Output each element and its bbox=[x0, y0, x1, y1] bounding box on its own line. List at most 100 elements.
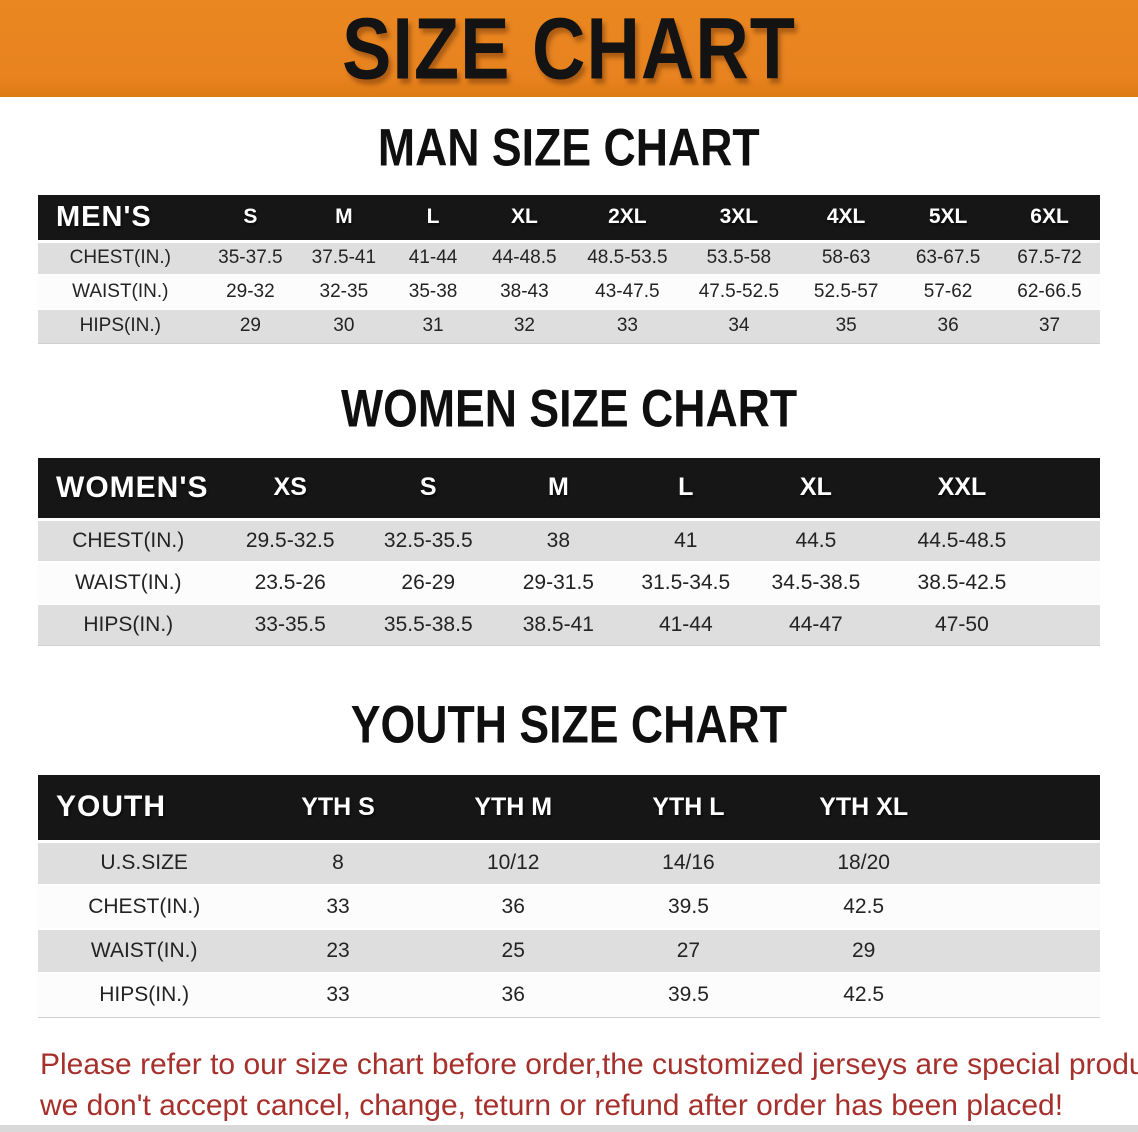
spacer-cell bbox=[1041, 603, 1100, 646]
men-table-corner-label: MEN'S bbox=[38, 195, 203, 243]
spacer-cell bbox=[1041, 457, 1100, 521]
cell: 37 bbox=[999, 309, 1100, 344]
cell: 31.5-34.5 bbox=[622, 561, 750, 605]
cell: 36 bbox=[425, 885, 601, 930]
cell: 29-32 bbox=[202, 275, 299, 310]
cell: 41 bbox=[622, 519, 750, 563]
youth-size-header: YTH XL bbox=[776, 775, 952, 843]
cell: 8 bbox=[250, 841, 426, 886]
cell: 52.5-57 bbox=[795, 275, 898, 310]
cell: 43-47.5 bbox=[572, 275, 683, 310]
cell: 32-35 bbox=[298, 275, 390, 310]
cell: 32.5-35.5 bbox=[361, 519, 495, 563]
row-label: HIPS(IN.) bbox=[38, 309, 203, 344]
cell: 48.5-53.5 bbox=[572, 241, 683, 276]
cell: 30 bbox=[298, 309, 390, 344]
row-label: CHEST(IN.) bbox=[38, 885, 251, 930]
spacer-cell bbox=[1041, 519, 1100, 563]
women-size-header: M bbox=[494, 457, 623, 521]
men-hips-row: HIPS(IN.) 29 30 31 32 33 34 35 36 37 bbox=[38, 309, 1100, 344]
cell: 58-63 bbox=[795, 241, 898, 276]
banner: SIZE CHART bbox=[0, 0, 1138, 97]
youth-waist-row: WAIST(IN.) 23 25 27 29 bbox=[38, 929, 1100, 974]
cell: 36 bbox=[897, 309, 1000, 344]
cell: 44-48.5 bbox=[476, 241, 573, 276]
row-label: CHEST(IN.) bbox=[38, 241, 203, 276]
women-size-header: XL bbox=[749, 457, 883, 521]
cell: 29.5-32.5 bbox=[218, 519, 362, 563]
men-size-header: 4XL bbox=[795, 195, 898, 243]
cell: 39.5 bbox=[600, 973, 777, 1018]
women-section-heading: WOMEN SIZE CHART bbox=[0, 378, 1138, 438]
women-hips-row: HIPS(IN.) 33-35.5 35.5-38.5 38.5-41 41-4… bbox=[38, 603, 1100, 646]
cell: 41-44 bbox=[389, 241, 477, 276]
men-size-header: XL bbox=[476, 195, 573, 243]
men-size-header: S bbox=[202, 195, 299, 243]
women-size-header: S bbox=[361, 457, 495, 521]
cell: 42.5 bbox=[776, 885, 952, 930]
women-waist-row: WAIST(IN.) 23.5-26 26-29 29-31.5 31.5-34… bbox=[38, 561, 1100, 605]
cell: 32 bbox=[476, 309, 573, 344]
men-size-header: 6XL bbox=[999, 195, 1100, 243]
men-header-row: MEN'S S M L XL 2XL 3XL 4XL 5XL 6XL bbox=[38, 195, 1100, 243]
men-section-heading-text: MAN SIZE CHART bbox=[378, 117, 760, 177]
youth-section-heading: YOUTH SIZE CHART bbox=[0, 694, 1138, 754]
cell: 35.5-38.5 bbox=[361, 603, 495, 646]
cell: 14/16 bbox=[600, 841, 777, 886]
youth-size-header: YTH L bbox=[600, 775, 777, 843]
cell: 29 bbox=[776, 929, 952, 974]
youth-ussize-row: U.S.SIZE 8 10/12 14/16 18/20 bbox=[38, 841, 1100, 886]
youth-chest-row: CHEST(IN.) 33 36 39.5 42.5 bbox=[38, 885, 1100, 930]
men-section-heading: MAN SIZE CHART bbox=[0, 117, 1138, 177]
cell: 47.5-52.5 bbox=[682, 275, 796, 310]
cell: 34.5-38.5 bbox=[749, 561, 883, 605]
spacer-cell bbox=[951, 973, 1100, 1018]
cell: 39.5 bbox=[600, 885, 777, 930]
spacer-cell bbox=[951, 841, 1100, 886]
cell: 35-37.5 bbox=[202, 241, 299, 276]
youth-header-row: YOUTH YTH S YTH M YTH L YTH XL bbox=[38, 775, 1100, 843]
row-label: WAIST(IN.) bbox=[38, 929, 251, 974]
cell: 23 bbox=[250, 929, 426, 974]
cell: 33-35.5 bbox=[218, 603, 362, 646]
youth-hips-row: HIPS(IN.) 33 36 39.5 42.5 bbox=[38, 973, 1100, 1018]
cell: 27 bbox=[600, 929, 777, 974]
disclaimer: Please refer to our size chart before or… bbox=[40, 1044, 1138, 1126]
men-chest-row: CHEST(IN.) 35-37.5 37.5-41 41-44 44-48.5… bbox=[38, 241, 1100, 276]
cell: 53.5-58 bbox=[682, 241, 796, 276]
cell: 38.5-42.5 bbox=[882, 561, 1042, 605]
banner-title: SIZE CHART bbox=[342, 0, 796, 98]
cell: 57-62 bbox=[897, 275, 1000, 310]
youth-table-corner-label: YOUTH bbox=[38, 775, 251, 843]
cell: 35 bbox=[795, 309, 898, 344]
men-size-header: 5XL bbox=[897, 195, 1000, 243]
women-size-section: WOMEN SIZE CHART WOMEN'S XS S M L XL XXL… bbox=[0, 378, 1138, 646]
men-size-header: 2XL bbox=[572, 195, 683, 243]
row-label: HIPS(IN.) bbox=[38, 603, 219, 646]
row-label: HIPS(IN.) bbox=[38, 973, 251, 1018]
youth-size-header: YTH S bbox=[250, 775, 426, 843]
youth-size-header: YTH M bbox=[425, 775, 601, 843]
cell: 26-29 bbox=[361, 561, 495, 605]
women-table-corner-label: WOMEN'S bbox=[38, 457, 219, 521]
cell: 10/12 bbox=[425, 841, 601, 886]
cell: 33 bbox=[250, 973, 426, 1018]
men-size-header: L bbox=[389, 195, 477, 243]
cell: 36 bbox=[425, 973, 601, 1018]
cell: 44.5-48.5 bbox=[882, 519, 1042, 563]
cell: 23.5-26 bbox=[218, 561, 362, 605]
men-size-table: MEN'S S M L XL 2XL 3XL 4XL 5XL 6XL CHEST… bbox=[38, 195, 1100, 344]
spacer-cell bbox=[951, 885, 1100, 930]
men-waist-row: WAIST(IN.) 29-32 32-35 35-38 38-43 43-47… bbox=[38, 275, 1100, 310]
disclaimer-line-1: Please refer to our size chart before or… bbox=[40, 1047, 1138, 1081]
women-header-row: WOMEN'S XS S M L XL XXL bbox=[38, 457, 1100, 521]
cell: 35-38 bbox=[389, 275, 477, 310]
women-size-header: XXL bbox=[882, 457, 1042, 521]
youth-section-heading-text: YOUTH SIZE CHART bbox=[350, 694, 788, 754]
cell: 33 bbox=[250, 885, 426, 930]
cell: 34 bbox=[682, 309, 796, 344]
women-section-heading-text: WOMEN SIZE CHART bbox=[340, 377, 798, 438]
women-size-header: L bbox=[622, 457, 750, 521]
disclaimer-line-2: we don't accept cancel, change, teturn o… bbox=[40, 1088, 1064, 1122]
cell: 31 bbox=[389, 309, 477, 344]
